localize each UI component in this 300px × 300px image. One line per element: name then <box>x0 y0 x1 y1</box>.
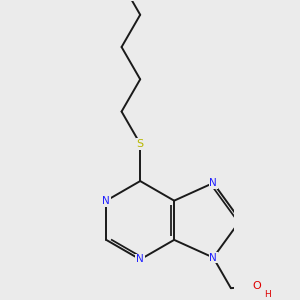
Text: O: O <box>252 281 261 291</box>
Text: N: N <box>102 196 110 206</box>
Text: S: S <box>136 139 144 149</box>
Text: N: N <box>209 178 217 188</box>
Text: H: H <box>264 290 271 299</box>
Text: N: N <box>209 253 217 262</box>
Text: N: N <box>136 254 144 265</box>
